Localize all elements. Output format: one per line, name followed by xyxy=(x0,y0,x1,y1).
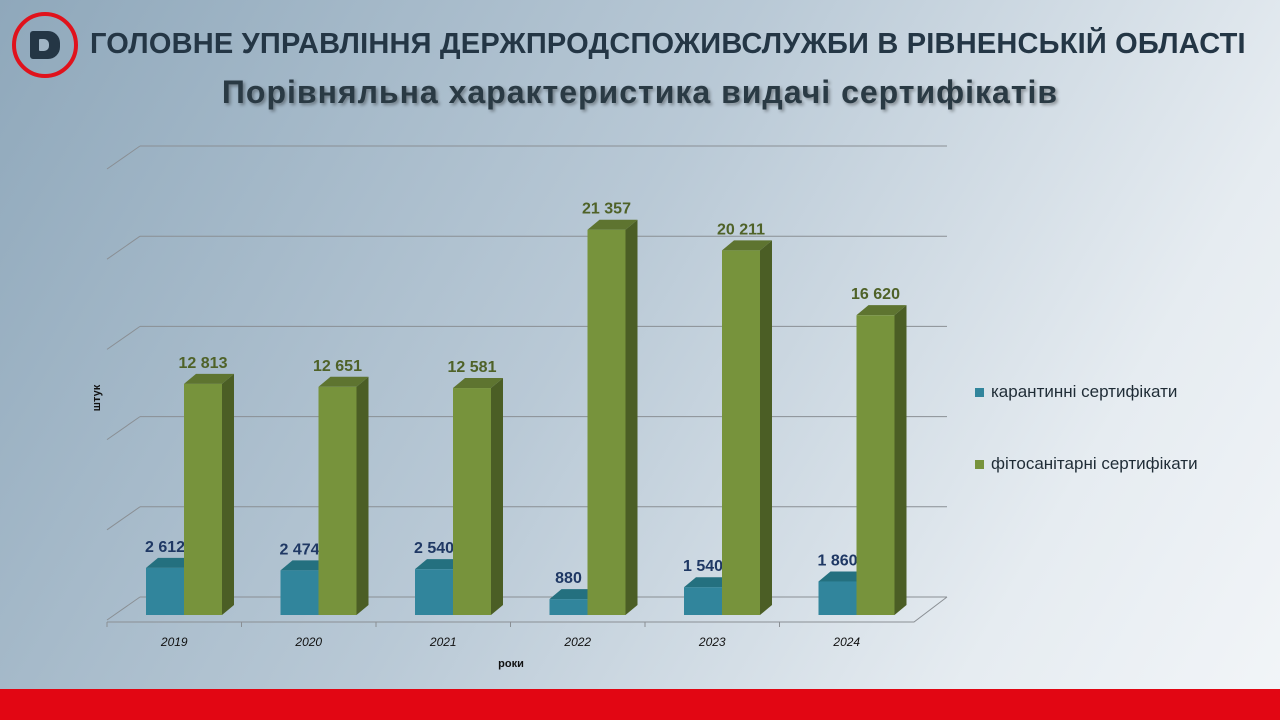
data-label: 1 540 xyxy=(683,558,723,575)
bar xyxy=(146,567,184,615)
bar-top xyxy=(684,577,734,588)
gridline-side xyxy=(106,416,141,441)
data-label: 12 581 xyxy=(448,359,497,376)
bar-side xyxy=(894,305,907,615)
data-label: 880 xyxy=(555,570,582,587)
data-label: 1 860 xyxy=(817,552,857,569)
data-label: 20 211 xyxy=(717,221,765,238)
gridline-side xyxy=(106,506,141,531)
bar-side xyxy=(760,240,772,615)
bar-side xyxy=(356,376,369,615)
gridline-side xyxy=(106,596,141,621)
bar xyxy=(856,315,895,615)
logo xyxy=(12,12,78,78)
bar xyxy=(453,388,491,615)
organization-name: ГОЛОВНЕ УПРАВЛІННЯ ДЕРЖПРОДСПОЖИВСЛУЖБИ … xyxy=(90,28,1246,60)
logo-d-icon xyxy=(30,31,60,59)
bar xyxy=(415,569,453,615)
x-tick-label: 2021 xyxy=(429,635,457,649)
data-label: 12 813 xyxy=(179,355,228,372)
bar xyxy=(549,599,588,615)
legend-swatch xyxy=(975,460,984,469)
bar xyxy=(684,587,722,615)
bar-top xyxy=(146,557,196,568)
gridline-side xyxy=(106,325,141,350)
bar xyxy=(280,570,319,615)
legend-label: карантинні сертифікати xyxy=(991,382,1178,401)
gridline-side xyxy=(106,145,141,170)
x-tick-label: 2023 xyxy=(698,635,726,649)
data-label: 12 651 xyxy=(313,358,362,375)
bar-top xyxy=(415,559,465,570)
bar xyxy=(184,383,222,615)
x-tick-label: 2022 xyxy=(563,635,591,649)
x-tick-label: 2019 xyxy=(160,635,188,649)
legend-item-quarantine: карантинні сертифікати xyxy=(975,382,1177,402)
bar xyxy=(722,250,760,615)
bar xyxy=(318,386,357,615)
data-label: 2 612 xyxy=(145,539,185,556)
bar-top xyxy=(818,571,869,582)
bar-side xyxy=(222,373,234,615)
x-tick-label: 2020 xyxy=(294,635,322,649)
legend-swatch xyxy=(975,388,984,397)
bar-top xyxy=(587,219,638,230)
bar-side xyxy=(625,219,638,615)
x-tick-label: 2024 xyxy=(832,635,860,649)
gridline-side xyxy=(106,235,141,260)
y-axis-label: штук xyxy=(91,384,103,411)
bar-top xyxy=(722,240,772,251)
data-label: 16 620 xyxy=(851,286,900,303)
bar xyxy=(587,229,626,615)
bar-top xyxy=(453,378,503,389)
bar-top xyxy=(184,373,234,384)
bar-top xyxy=(318,376,369,387)
legend-item-phyto: фітосанітарні сертифікати xyxy=(975,454,1198,474)
bar-top xyxy=(549,589,600,600)
bar-top xyxy=(856,305,907,316)
data-label: 21 357 xyxy=(582,201,631,218)
data-label: 2 474 xyxy=(279,541,319,558)
data-label: 2 540 xyxy=(414,540,454,557)
bar xyxy=(818,581,857,615)
bar-top xyxy=(280,560,331,571)
x-axis-label: роки xyxy=(498,658,524,670)
legend-label: фітосанітарні сертифікати xyxy=(991,454,1198,473)
footer-bar xyxy=(0,689,1280,720)
chart-title: Порівняльна характеристика видачі сертиф… xyxy=(221,74,1059,110)
bar-side xyxy=(491,378,503,615)
